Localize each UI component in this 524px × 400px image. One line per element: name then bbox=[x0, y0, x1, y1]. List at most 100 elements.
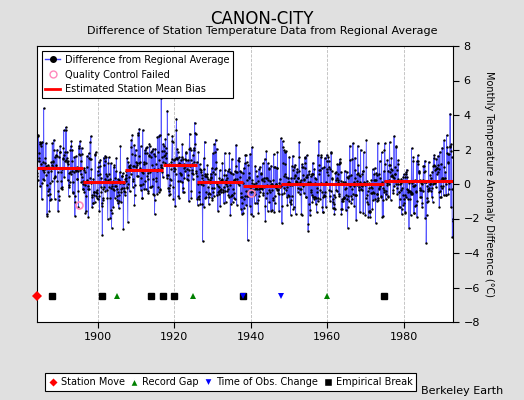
Point bbox=[64, 192, 73, 199]
Point bbox=[49, 147, 58, 153]
Point bbox=[42, 212, 51, 219]
Point bbox=[202, 193, 210, 200]
Point bbox=[166, 182, 174, 189]
Point bbox=[129, 176, 137, 182]
Point bbox=[358, 168, 367, 174]
Point bbox=[66, 169, 74, 176]
Point bbox=[85, 186, 93, 192]
Point bbox=[215, 184, 223, 190]
Point bbox=[122, 174, 130, 181]
Point bbox=[41, 160, 49, 166]
Point bbox=[138, 194, 146, 201]
Point bbox=[230, 190, 238, 197]
Point bbox=[390, 133, 398, 139]
Point bbox=[237, 206, 245, 212]
Point bbox=[95, 159, 103, 165]
Point bbox=[179, 185, 187, 192]
Point bbox=[412, 189, 420, 196]
Point bbox=[409, 183, 417, 189]
Point bbox=[428, 198, 436, 205]
Point bbox=[73, 176, 81, 182]
Point bbox=[206, 174, 215, 181]
Point bbox=[121, 189, 129, 196]
Point bbox=[245, 174, 253, 180]
Point bbox=[161, 160, 169, 166]
Point bbox=[232, 163, 240, 169]
Point bbox=[193, 159, 201, 165]
Point bbox=[338, 196, 346, 202]
Point bbox=[110, 164, 118, 170]
Point bbox=[172, 155, 181, 161]
Point bbox=[64, 182, 73, 189]
Point bbox=[241, 152, 249, 158]
Point bbox=[127, 144, 135, 150]
Point bbox=[184, 177, 192, 184]
Point bbox=[140, 186, 148, 192]
Point bbox=[96, 156, 105, 163]
Point bbox=[218, 159, 226, 166]
Y-axis label: Monthly Temperature Anomaly Difference (°C): Monthly Temperature Anomaly Difference (… bbox=[484, 71, 494, 297]
Point bbox=[333, 187, 341, 194]
Point bbox=[147, 149, 155, 155]
Point bbox=[59, 155, 67, 162]
Point bbox=[272, 181, 280, 188]
Point bbox=[239, 165, 248, 171]
Point bbox=[428, 194, 436, 200]
Point bbox=[323, 169, 331, 175]
Point bbox=[150, 197, 159, 203]
Point bbox=[245, 175, 253, 181]
Point bbox=[82, 164, 91, 170]
Point bbox=[362, 164, 370, 170]
Point bbox=[362, 137, 370, 144]
Point bbox=[71, 213, 79, 219]
Point bbox=[392, 144, 400, 151]
Point bbox=[206, 176, 214, 183]
Point bbox=[74, 204, 83, 210]
Point bbox=[84, 183, 92, 189]
Point bbox=[196, 201, 204, 207]
Point bbox=[57, 169, 65, 175]
Point bbox=[94, 164, 103, 170]
Point bbox=[304, 227, 312, 234]
Point bbox=[43, 211, 51, 217]
Point bbox=[400, 196, 408, 202]
Point bbox=[217, 186, 226, 192]
Point bbox=[213, 189, 222, 196]
Point bbox=[92, 190, 101, 196]
Point bbox=[276, 176, 284, 182]
Point bbox=[260, 184, 269, 190]
Point bbox=[346, 183, 354, 189]
Point bbox=[79, 186, 88, 192]
Point bbox=[424, 159, 433, 165]
Point bbox=[33, 158, 41, 164]
Point bbox=[436, 182, 445, 189]
Point bbox=[168, 132, 177, 139]
Point bbox=[330, 205, 339, 212]
Point bbox=[408, 190, 417, 197]
Point bbox=[44, 187, 52, 194]
Point bbox=[98, 200, 106, 206]
Point bbox=[230, 194, 238, 201]
Point bbox=[399, 171, 408, 178]
Point bbox=[340, 194, 348, 201]
Point bbox=[241, 160, 249, 166]
Point bbox=[224, 192, 233, 198]
Point bbox=[250, 191, 259, 198]
Point bbox=[86, 156, 94, 162]
Point bbox=[444, 191, 453, 198]
Point bbox=[357, 186, 365, 193]
Point bbox=[282, 174, 290, 180]
Point bbox=[379, 189, 388, 195]
Point bbox=[227, 201, 235, 207]
Point bbox=[394, 157, 402, 163]
Point bbox=[181, 163, 189, 170]
Point bbox=[215, 174, 224, 181]
Point bbox=[441, 169, 450, 176]
Point bbox=[137, 182, 146, 188]
Point bbox=[365, 185, 374, 191]
Point bbox=[433, 164, 441, 171]
Point bbox=[195, 193, 203, 199]
Point bbox=[420, 169, 428, 176]
Point bbox=[370, 177, 378, 184]
Point bbox=[329, 199, 337, 205]
